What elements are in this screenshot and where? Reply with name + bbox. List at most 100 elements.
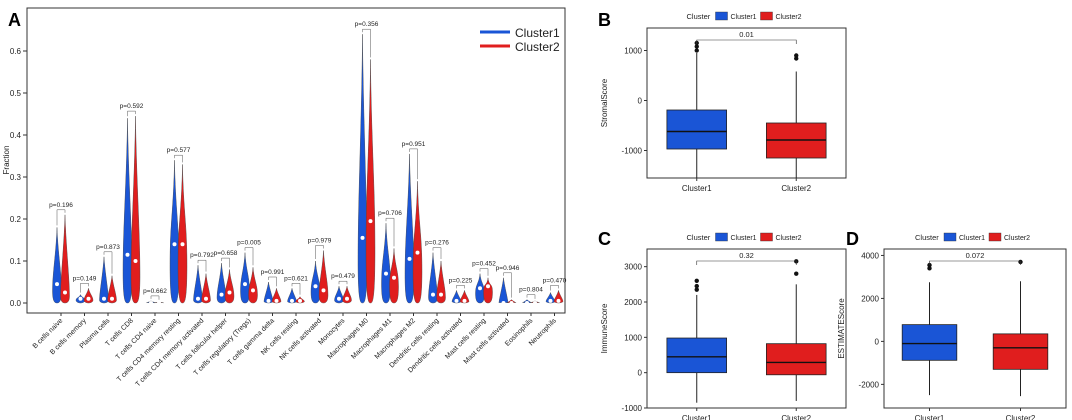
violin-cluster1 — [169, 160, 180, 304]
panel-letter-a: A — [8, 10, 21, 30]
panel-letter-c: C — [598, 229, 611, 249]
pvalue-bracket — [550, 285, 559, 291]
violin-median-dot — [368, 219, 373, 224]
pvalue-label: p=0.196 — [49, 202, 73, 209]
violin-median-dot — [290, 298, 294, 303]
violin-median-dot — [172, 242, 177, 247]
pvalue-label: p=0.873 — [96, 244, 120, 251]
pvalue-label: p=0.356 — [355, 21, 379, 28]
legend-swatch-cluster2 — [988, 232, 1002, 242]
panel-c: C Cluster Cluster1 Cluster2 3000 2000 1000 0 -10… — [598, 229, 847, 420]
pvalue-bracket — [315, 245, 324, 259]
violin-median-dot — [157, 301, 161, 305]
legend-title: Cluster — [687, 12, 711, 21]
x-tick-label: Cluster1 — [682, 184, 712, 193]
y-tick-label: 4000 — [861, 251, 879, 260]
pvalue-label: p=0.658 — [214, 250, 238, 257]
pvalue-label: p=0.979 — [308, 238, 332, 245]
pvalue-bracket — [409, 148, 418, 180]
y-tick-label: 1000 — [624, 333, 642, 342]
pvalue-label: p=0.991 — [261, 269, 285, 276]
violin-median-dot — [486, 284, 490, 289]
violin-median-dot — [125, 252, 130, 257]
violin-cluster1 — [216, 263, 227, 304]
violin-median-dot — [313, 284, 318, 289]
pvalue-bracket — [338, 280, 348, 285]
pvalue-label: p=0.804 — [519, 287, 543, 294]
pvalue-bracket — [503, 272, 512, 298]
box-cluster2 — [992, 333, 1049, 370]
violin-cluster1 — [310, 260, 321, 304]
pvalue-label: p=0.452 — [472, 261, 496, 268]
legend-title: Cluster — [915, 233, 939, 242]
y-tick-label: -1000 — [622, 404, 643, 413]
box-cluster1 — [666, 337, 728, 374]
pvalue-label: p=0.662 — [143, 288, 167, 295]
pvalue-label: p=0.276 — [425, 240, 449, 247]
x-tick-label: Cluster1 — [682, 414, 712, 420]
box-cluster1 — [666, 109, 728, 150]
pvalue-bracket — [385, 217, 395, 247]
x-tick-label: NK cells activated — [279, 317, 323, 361]
violin-median-dot — [266, 298, 271, 303]
violin-cluster1 — [122, 118, 133, 304]
pvalue-bracket — [244, 247, 254, 266]
y-axis-label: StromalScore — [600, 78, 609, 127]
violin-median-dot — [548, 298, 553, 303]
violin-median-dot — [454, 298, 459, 303]
violin-median-dot — [384, 271, 388, 276]
outlier-point — [794, 271, 799, 276]
violin-cluster2 — [553, 290, 564, 304]
plot-frame — [883, 248, 1067, 409]
pvalue-label: p=0.149 — [73, 275, 97, 282]
x-tick-label: Mast cells activated — [463, 317, 511, 365]
pvalue-bracket — [526, 294, 536, 299]
violin-median-dot — [78, 296, 83, 301]
violin-median-dot — [149, 301, 153, 305]
violin-cluster2 — [436, 260, 446, 304]
y-axis-label: ImmuneScore — [600, 303, 609, 353]
pvalue-label: p=0.706 — [378, 210, 402, 217]
violin-cluster2 — [248, 267, 258, 304]
violin-median-dot — [298, 298, 302, 303]
pvalue-label: p=0.005 — [237, 240, 261, 247]
violin-cluster1 — [498, 277, 509, 304]
pvalue-label: p=0.479 — [331, 273, 355, 280]
legend-label-cluster2: Cluster2 — [776, 235, 802, 242]
box-cluster1 — [901, 324, 958, 361]
pvalue-label: 0.072 — [966, 251, 985, 260]
violin-median-dot — [196, 296, 200, 301]
violin-median-dot — [204, 296, 208, 301]
violin-cluster2 — [389, 248, 399, 304]
legend-swatch-cluster2 — [760, 232, 773, 242]
pvalue-bracket — [291, 283, 301, 295]
pvalue-label: 0.32 — [739, 251, 754, 260]
pvalue-bracket — [127, 110, 136, 117]
pvalue-label: p=0.470 — [543, 277, 567, 284]
violin-median-dot — [227, 290, 232, 295]
pvalue-label: p=0.592 — [120, 103, 144, 110]
outlier-point — [927, 262, 932, 268]
violin-median-dot — [345, 296, 349, 301]
panel-letter-d: D — [846, 229, 859, 249]
violin-cluster2 — [412, 181, 423, 304]
outlier-point — [694, 283, 699, 289]
violin-median-dot — [133, 259, 138, 263]
y-tick-label: 0.0 — [10, 299, 22, 308]
outlier-point — [927, 266, 932, 271]
violin-cluster1 — [52, 227, 62, 304]
violin-cluster2 — [177, 164, 188, 304]
pvalue-bracket — [80, 283, 89, 293]
pvalue-label: p=0.577 — [167, 147, 191, 154]
violin-median-dot — [360, 235, 365, 240]
violin-cluster2 — [365, 59, 376, 304]
x-tick-label: Macrophages M1 — [350, 317, 393, 360]
pvalue-bracket — [432, 247, 442, 259]
pvalue-label: 0.01 — [739, 30, 754, 39]
violin-cluster1 — [381, 223, 391, 304]
plot-frame — [646, 248, 847, 409]
violin-median-dot — [478, 286, 482, 291]
pvalue-bracket — [197, 259, 207, 272]
y-axis-label: ESTIMATEScore — [837, 298, 846, 359]
violin-median-dot — [219, 292, 224, 297]
